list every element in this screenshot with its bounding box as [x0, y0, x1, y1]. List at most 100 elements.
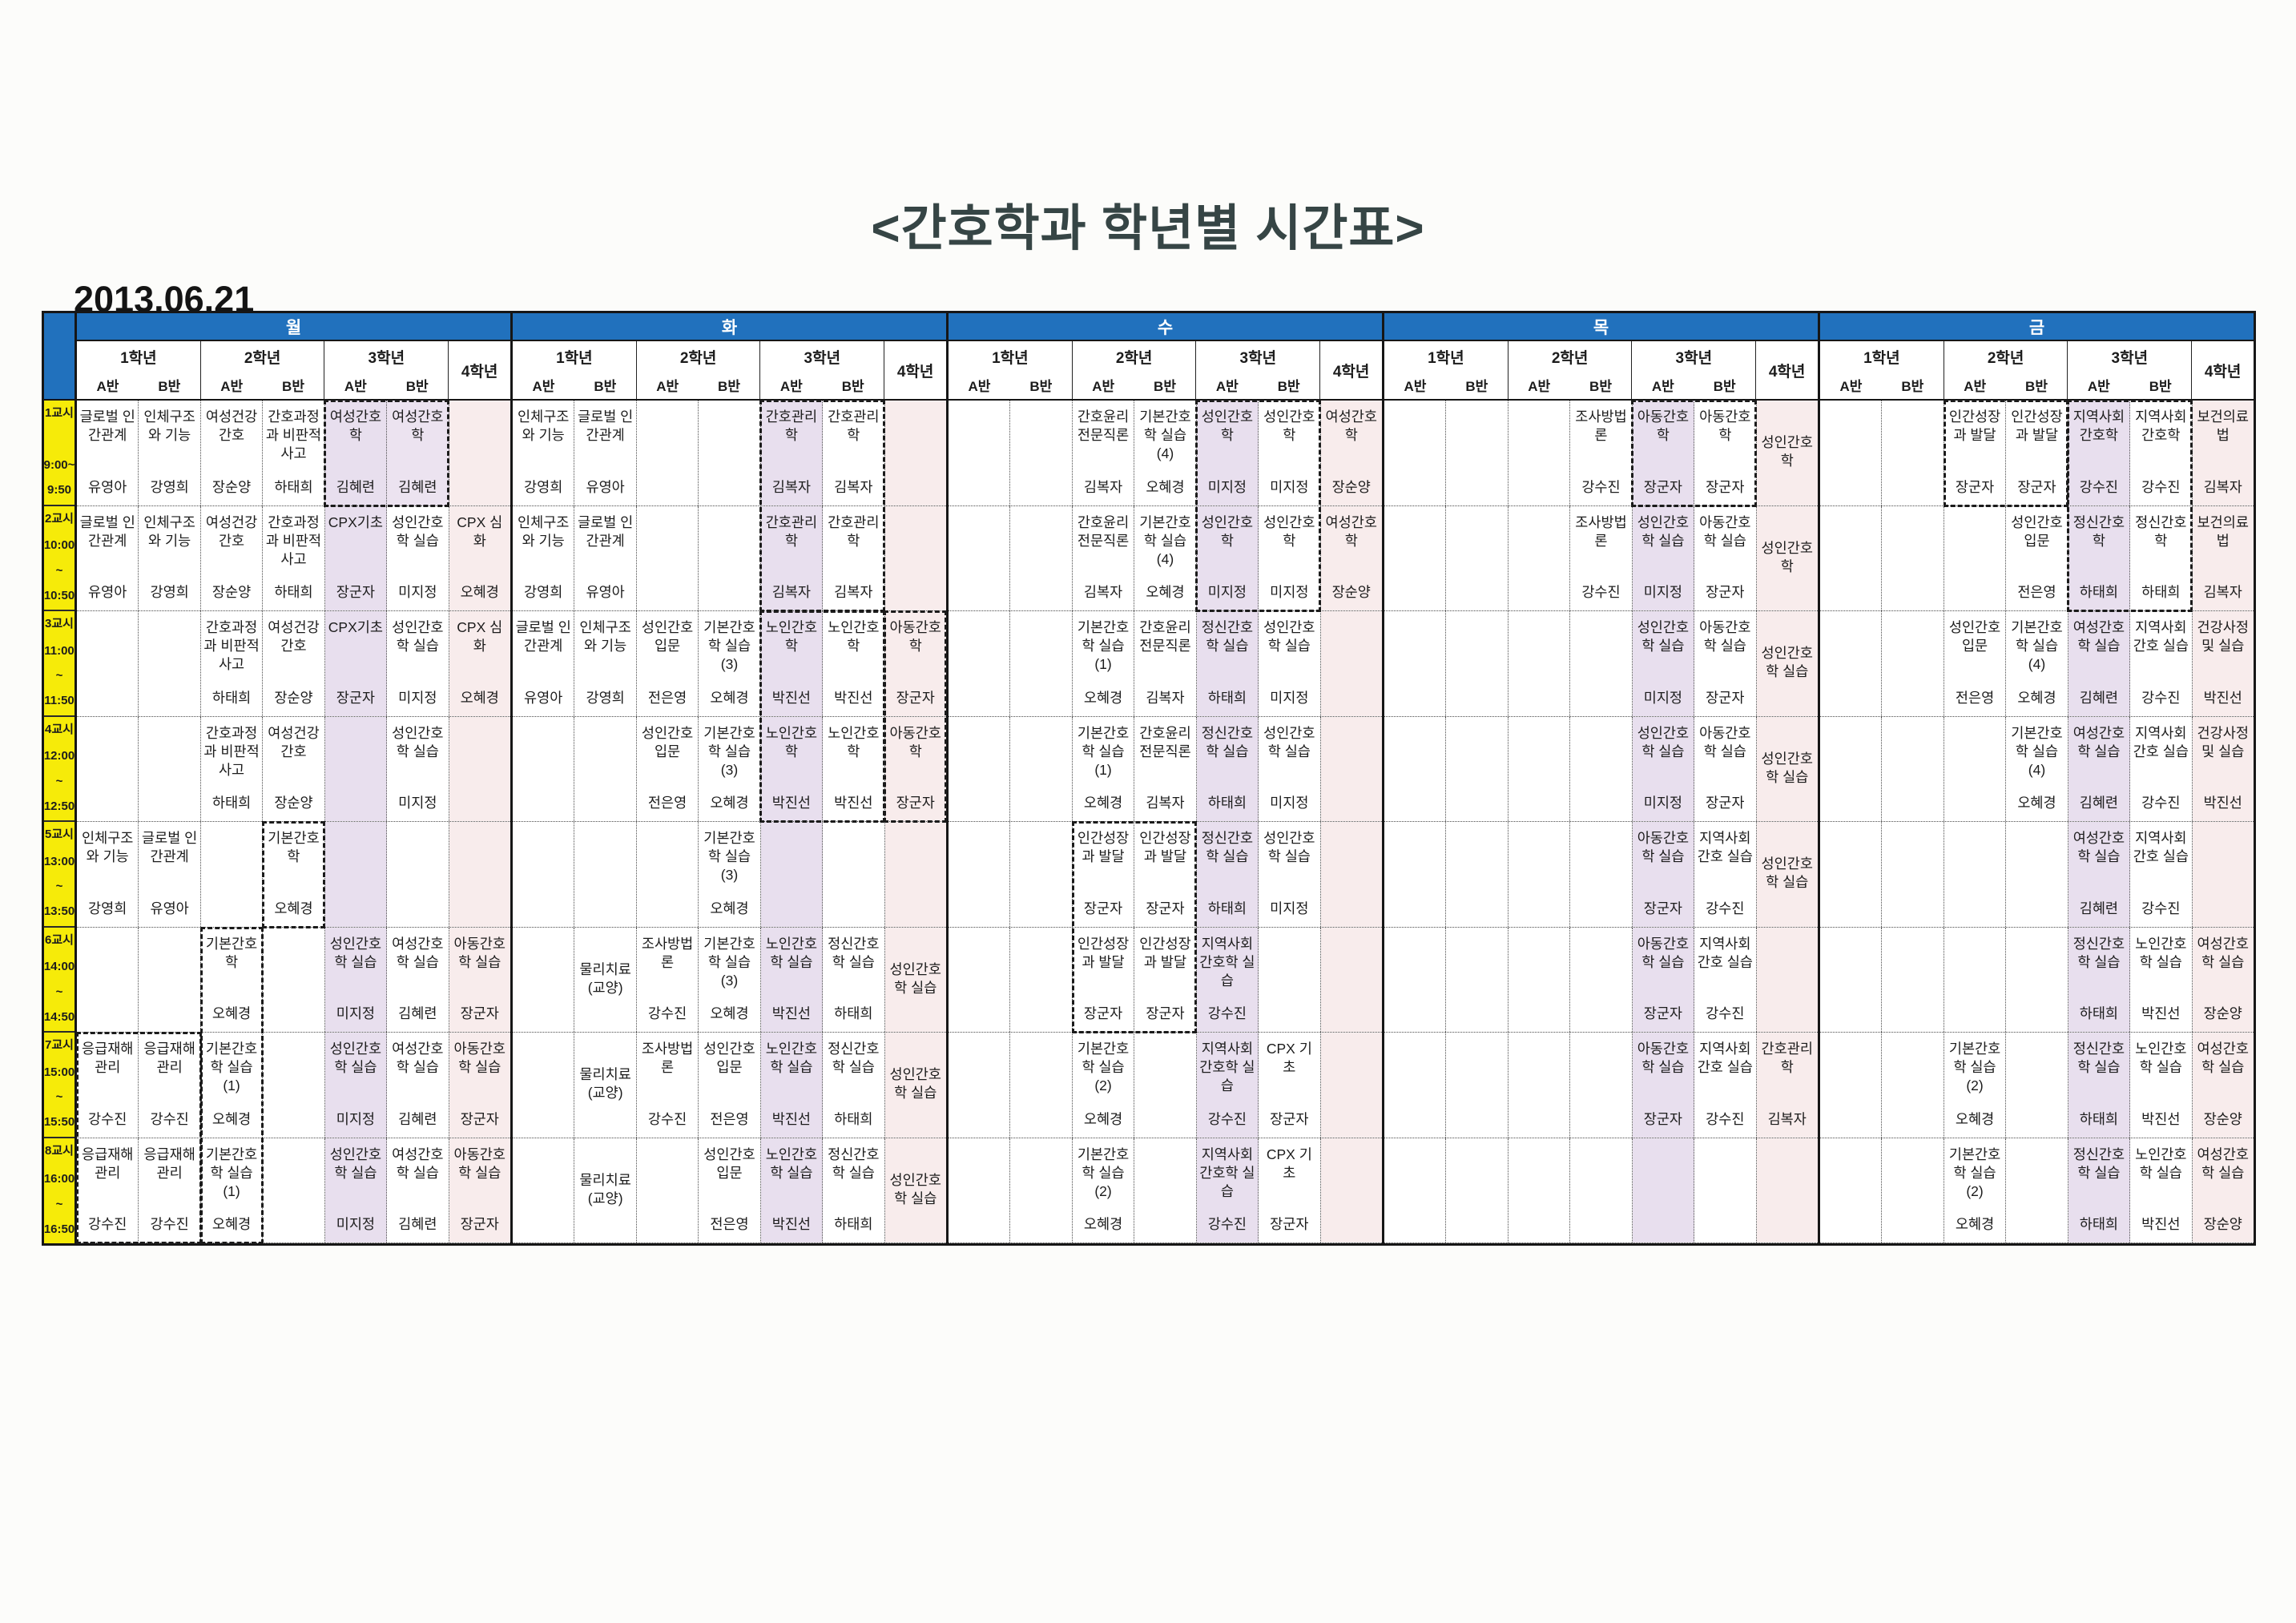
- day-header-화: 화: [513, 313, 946, 341]
- cell-수-7교시-4학년: [1320, 1033, 1382, 1138]
- cell-목-1교시-1학년A반: [1384, 401, 1447, 505]
- cell-subject: 간호과정과 비판적 사고: [265, 409, 322, 462]
- cell-subject: 노인간호학 실습: [765, 1146, 818, 1181]
- cell-subject: 간호과정과 비판적 사고: [203, 724, 260, 778]
- period-label: 2교시: [45, 511, 74, 526]
- cell-professor: 강수진: [2141, 478, 2181, 495]
- cell-professor: 오혜경: [710, 900, 749, 916]
- timetable-row-1교시: 글로벌 인간관계 유영아 인체구조와 기능 강영희 여성건강간호 장순양 간호과정과 비판적…: [77, 401, 510, 506]
- cell-금-1교시-3학년A반: 지역사회간호학 강수진: [2068, 401, 2131, 505]
- cell-월-5교시-1학년B반: 글로벌 인간관계 유영아: [139, 822, 201, 927]
- cell-화-4교시-3학년A반: 노인간호학 박진선: [760, 716, 824, 821]
- cell-화-5교시-4학년: [884, 822, 946, 927]
- cell-수-5교시-3학년B반: 성인간호학 실습 미지정: [1259, 822, 1321, 927]
- timetable-row-1교시: 인간성장과 발달 장군자 인간성장과 발달 장군자 지역사회간호학 강수진 지역사회간호학 강…: [1820, 401, 2254, 506]
- cell-professor: 장군자: [2017, 478, 2056, 495]
- cell-subject: 성인간호학: [1761, 434, 1813, 469]
- class-labels: A반 B반: [77, 375, 200, 395]
- cell-화-5교시-2학년B반: 기본간호학 실습 (3) 오혜경: [699, 822, 761, 927]
- cell-월-2교시-3학년A반: CPX기초 장군자: [324, 505, 388, 610]
- cell-professor: 박진선: [834, 689, 873, 706]
- cell-professor: 김복자: [1083, 584, 1123, 600]
- cell-금-4교시-1학년A반: [1820, 716, 1883, 821]
- class-label-b: B반: [1465, 379, 1488, 394]
- cell-subject: 인체구조와 기능: [518, 513, 570, 549]
- timetable-row-4교시: 기본간호학 실습 (4) 오혜경 여성간호학 실습 김혜련 지역사회간호 실습 강수진 건강…: [1820, 716, 2254, 822]
- cell-월-4교시-4학년: [449, 716, 510, 821]
- cell-professor: 하태희: [834, 1110, 873, 1127]
- grade-header-3학년: 3학년 A반 B반: [324, 341, 449, 399]
- cell-월-8교시-3학년A반: 성인간호학 실습 미지정: [324, 1138, 388, 1242]
- cell-subject: CPX 심화: [457, 619, 503, 654]
- cell-subject: 아동간호학 실습: [1699, 724, 1751, 759]
- cell-목-8교시-3학년A반: [1632, 1138, 1695, 1242]
- cell-목-6교시-1학년B반: [1446, 927, 1509, 1032]
- cell-subject: 아동간호학 실습: [1699, 513, 1751, 549]
- cell-목-2교시-2학년B반: 조사방법론 강수진: [1570, 505, 1633, 610]
- cell-금-3교시-1학년B반: [1882, 611, 1944, 716]
- period-cell-1교시: 1교시 9:00~ 9:50: [44, 401, 75, 506]
- class-label-b: B반: [1589, 379, 1612, 394]
- cell-professor: 장순양: [274, 689, 313, 706]
- cell-subject: 노인간호학 실습: [2135, 1146, 2187, 1181]
- cell-subject: 성인간호학 실습: [1263, 619, 1315, 654]
- cell-professor: 장군자: [1706, 584, 1745, 600]
- cell-professor: 강수진: [2141, 900, 2181, 916]
- cell-professor: 박진선: [2141, 1110, 2181, 1127]
- grade-header-row: 1학년 A반 B반 2학년 A반 B반 3학년 A반 B반 4학년: [1820, 341, 2254, 401]
- class-label-a: A반: [1964, 379, 1987, 394]
- cell-월-8교시-1학년A반: 응급재해관리 강수진: [77, 1138, 139, 1242]
- cell-subject: 성인간호학: [1201, 513, 1254, 549]
- cell-수-2교시-1학년A반: [949, 505, 1011, 610]
- cell-subject: 기본간호학 실습 (3): [703, 935, 755, 989]
- cell-subject: 노인간호학 실습: [765, 935, 818, 970]
- cell-목-6교시-4학년: [1756, 927, 1818, 1032]
- grade-label: 3학년: [804, 350, 841, 367]
- period-time: 14:00 ~14:50: [43, 960, 75, 1024]
- class-label-a: A반: [344, 379, 367, 394]
- cell-금-8교시-3학년B반: 노인간호학 실습 박진선: [2130, 1138, 2193, 1242]
- cell-professor: 장군자: [460, 1216, 499, 1232]
- cell-professor: 김복자: [1083, 478, 1123, 495]
- cell-subject: 여성간호학: [1325, 513, 1377, 549]
- cell-금-4교시-3학년B반: 지역사회간호 실습 강수진: [2130, 716, 2193, 821]
- cell-화-6교시-1학년A반: [513, 927, 575, 1032]
- cell-화-7교시-3학년A반: 노인간호학 실습 박진선: [760, 1033, 824, 1138]
- timetable-row-7교시: 아동간호학 실습 장군자 지역사회간호 실습 강수진 간호관리학 김복자: [1384, 1033, 1818, 1138]
- cell-화-4교시-1학년B반: [574, 716, 637, 821]
- cell-수-5교시-4학년: [1320, 822, 1382, 927]
- day-header-금: 금: [1820, 313, 2254, 341]
- class-label-a: A반: [96, 379, 119, 394]
- cell-subject: 조사방법론: [641, 935, 694, 970]
- cell-화-3교시-2학년A반: 성인간호입문 전은영: [637, 611, 699, 716]
- cell-subject: 노인간호학 실습: [2135, 1041, 2187, 1076]
- grade-header-4학년: 4학년: [896, 363, 934, 381]
- cell-금-6교시-1학년A반: [1820, 927, 1883, 1032]
- cell-subject: 정신간호학 실습: [828, 1041, 880, 1076]
- cell-professor: 박진선: [834, 795, 873, 811]
- cell-수-1교시-2학년B반: 기본간호학 실습 (4) 오혜경: [1134, 401, 1197, 505]
- cell-subject: 지역사회간호 실습: [2133, 619, 2189, 654]
- cell-수-1교시-1학년A반: [949, 401, 1011, 505]
- cell-목-2교시-4학년: 성인간호학: [1756, 505, 1818, 610]
- cell-professor: 하태희: [2079, 1005, 2119, 1021]
- cell-professor: 박진선: [771, 1110, 812, 1127]
- cell-수-6교시-1학년A반: [949, 927, 1011, 1032]
- cell-subject: 간호관리학: [1761, 1041, 1813, 1076]
- cell-subject: 여성건강간호: [268, 619, 320, 654]
- cell-subject: 노인간호학: [828, 619, 880, 654]
- cell-화-4교시-3학년B반: 노인간호학 박진선: [823, 716, 885, 821]
- cell-subject: 정신간호학 실습: [2072, 935, 2125, 970]
- class-labels: A반 B반: [949, 375, 1072, 395]
- class-labels: A반 B반: [1509, 375, 1632, 395]
- cell-professor: 오혜경: [1083, 795, 1123, 811]
- cell-professor: 강영희: [524, 584, 563, 600]
- cell-수-8교시-4학년: [1320, 1138, 1382, 1242]
- cell-수-7교시-3학년A반: 지역사회간호학 실습 강수진: [1196, 1033, 1259, 1138]
- grade-header-2학년: 2학년 A반 B반: [1944, 341, 2068, 399]
- cell-subject: 여성간호학 실습: [2197, 1146, 2249, 1181]
- cell-수-8교시-1학년A반: [949, 1138, 1011, 1242]
- cell-subject: 지역사회간호 실습: [2133, 830, 2189, 865]
- cell-subject: 간호관리학: [828, 409, 880, 444]
